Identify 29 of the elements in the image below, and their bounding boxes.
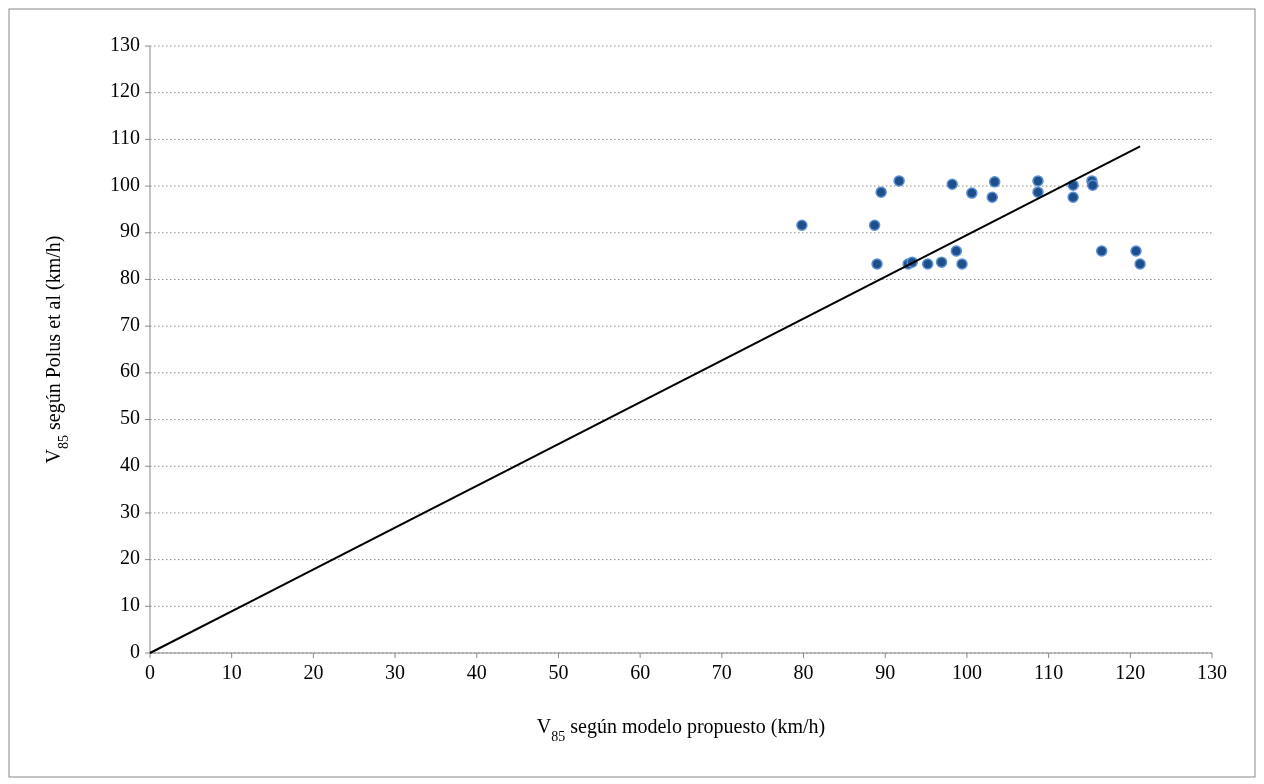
y-tick-label: 70 [120,312,140,335]
x-tick-label: 130 [1197,661,1227,683]
y-tick-label: 60 [120,359,140,382]
x-tick-label: 70 [711,661,732,683]
y-tick-label: 120 [110,79,140,102]
y-tick-label: 80 [120,266,140,289]
y-tick-label: 110 [110,125,140,148]
x-tick-label: 90 [875,661,896,683]
y-tick-label: 30 [120,499,140,522]
y-tick-label: 50 [120,406,140,429]
x-tick-label: 120 [1115,661,1146,683]
x-tick-label: 30 [385,661,406,683]
x-tick-label: 0 [145,661,155,683]
x-tick-label: 80 [793,661,814,683]
x-axis-title: V$_{85}$ según modelo propuesto (km/h) [536,715,826,744]
x-tick-label: 20 [303,661,324,683]
x-tick-label: 40 [466,661,487,683]
x-tick-label: 10 [221,661,242,683]
y-tick-label: 40 [120,452,140,475]
y-tick-label: 10 [120,592,140,615]
y-tick-label: 0 [130,639,140,662]
x-tick-label: 110 [1033,661,1064,683]
y-tick-label: 90 [120,219,140,242]
x-tick-label: 100 [951,661,982,683]
y-tick-label: 130 [110,32,140,55]
x-tick-label: 60 [630,661,651,683]
y-tick-label: 20 [120,546,140,569]
x-tick-label: 50 [548,661,569,683]
y-tick-label: 100 [110,172,140,195]
